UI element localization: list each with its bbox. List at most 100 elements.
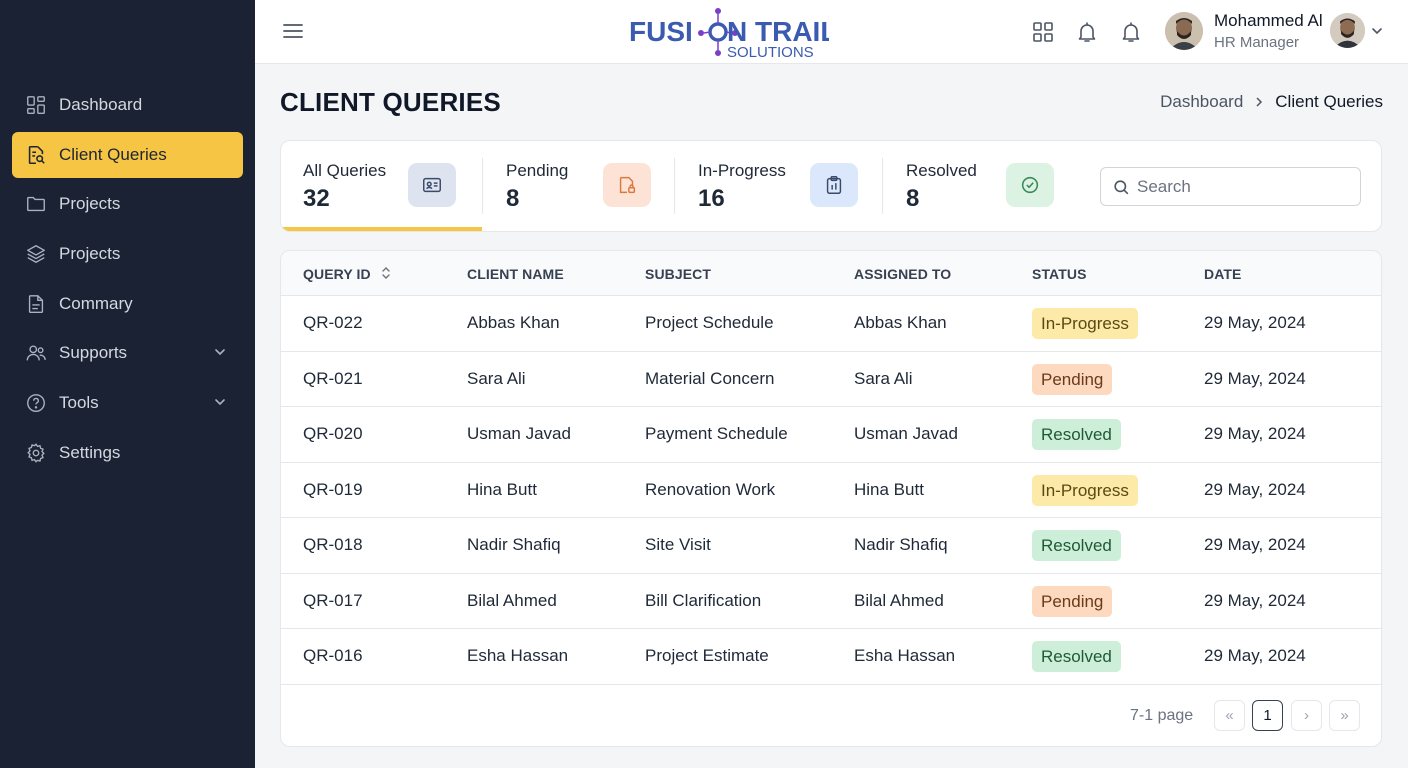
stat-all-queries[interactable]: All Queries 32 (281, 141, 482, 231)
stat-value: 16 (698, 185, 725, 212)
cell-subject: Site Visit (645, 535, 711, 554)
breadcrumb: Dashboard Client Queries (1160, 92, 1383, 112)
cell-query-id: QR-017 (303, 590, 363, 610)
apps-grid-icon[interactable] (1031, 20, 1055, 44)
cell-assigned-to: Usman Javad (854, 424, 958, 443)
sidebar-item-client-queries[interactable]: Client Queries (12, 131, 243, 178)
chevron-down-icon[interactable] (1370, 24, 1384, 38)
sidebar-item-dashboard[interactable]: Dashboard (12, 82, 243, 128)
search-icon (1114, 180, 1129, 195)
cell-subject: Project Schedule (645, 313, 774, 332)
table-header: QUERY ID CLIENT NAME SUBJECT ASSIGNED TO… (281, 251, 1381, 296)
stat-label: All Queries (303, 161, 387, 180)
cell-date: 29 May, 2024 (1204, 424, 1306, 443)
column-header-client-name: CLIENT NAME (467, 266, 564, 282)
page-number-button[interactable]: 1 (1252, 700, 1283, 731)
sidebar-item-label: Projects (59, 194, 121, 214)
cell-assigned-to: Abbas Khan (854, 313, 947, 332)
first-page-button[interactable]: « (1214, 700, 1245, 731)
cell-client-name: Usman Javad (467, 424, 571, 443)
cell-subject: Material Concern (645, 368, 775, 388)
cell-query-id: QR-021 (303, 368, 363, 388)
search-input[interactable] (1137, 168, 1355, 205)
logo-text-part2: N TRAIL (727, 16, 829, 47)
table-row[interactable]: QR-019 Hina Butt Renovation Work Hina Butt 2… (281, 463, 1381, 518)
last-page-button[interactable]: » (1329, 700, 1360, 731)
cell-date: 29 May, 2024 (1204, 590, 1306, 610)
bell-icon[interactable] (1075, 20, 1099, 44)
cell-query-id: QR-022 (303, 313, 363, 332)
stat-resolved[interactable]: Resolved 8 (884, 141, 1074, 231)
brand-logo: FUSI N TRAIL SOLUTIONS (629, 8, 829, 61)
cell-subject: Renovation Work (645, 479, 776, 499)
user-avatar-secondary[interactable] (1330, 13, 1365, 48)
cell-client-name: Sara Ali (467, 368, 526, 388)
column-header-status: STATUS (1032, 266, 1087, 282)
sidebar-item-label: Commary (59, 293, 133, 313)
cell-query-id: QR-019 (303, 479, 363, 499)
cell-query-id: QR-016 (303, 646, 363, 665)
sidebar-item-settings[interactable]: Settings (12, 430, 243, 476)
top-header: FUSI N TRAIL SOLUTIONS Moham (255, 0, 1408, 64)
user-role: HR Manager (1214, 34, 1300, 51)
cell-subject: Bill Clarification (645, 590, 762, 610)
logo-text-part1: FUSI (629, 16, 693, 47)
cell-query-id: QR-020 (303, 424, 363, 443)
table-row[interactable]: QR-022 Abbas Khan Project Schedule Abbas Kh… (281, 296, 1381, 352)
cell-assigned-to: Esha Hassan (854, 646, 956, 665)
hamburger-icon[interactable] (281, 19, 305, 43)
cell-assigned-to: Sara Ali (854, 368, 913, 388)
sidebar-item-label: Client Queries (59, 144, 167, 164)
cell-client-name: Hina Butt (467, 479, 537, 499)
document-lock-icon (603, 163, 651, 207)
column-header-query-id[interactable]: QUERY ID (303, 266, 371, 282)
sidebar-item-projects[interactable]: Projects (12, 181, 243, 227)
cell-date: 29 May, 2024 (1204, 535, 1306, 554)
clipboard-icon (810, 163, 858, 207)
cell-assigned-to: Hina Butt (854, 479, 924, 499)
users-icon (24, 341, 48, 365)
sidebar-item-projects[interactable]: Projects (12, 231, 243, 277)
sidebar-item-supports[interactable]: Supports (12, 330, 243, 376)
table-row[interactable]: QR-016 Esha Hassan Project Estimate Esha Ha… (281, 629, 1381, 685)
cell-date: 29 May, 2024 (1204, 313, 1306, 332)
column-header-assigned-to: ASSIGNED TO (854, 266, 952, 282)
cell-subject: Project Estimate (645, 646, 769, 665)
stat-in-progress[interactable]: In-Progress 16 (676, 141, 881, 231)
breadcrumb-dashboard-link[interactable]: Dashboard (1160, 92, 1244, 111)
column-header-subject: SUBJECT (645, 266, 712, 282)
stat-pending[interactable]: Pending 8 (484, 141, 674, 231)
cell-date: 29 May, 2024 (1204, 646, 1306, 665)
next-page-button[interactable]: › (1291, 700, 1322, 731)
stat-divider (674, 158, 675, 214)
sort-icon[interactable] (380, 265, 392, 281)
sidebar-item-tools[interactable]: Tools (12, 380, 243, 426)
document-search-icon (24, 143, 48, 167)
table-row[interactable]: QR-020 Usman Javad Payment Schedule Usman J… (281, 407, 1381, 463)
cell-date: 29 May, 2024 (1204, 479, 1306, 499)
cell-client-name: Esha Hassan (467, 646, 569, 665)
cell-query-id: QR-018 (303, 535, 363, 554)
status-badge: Resolved (1032, 419, 1121, 450)
sidebar-item-label: Projects (59, 244, 121, 264)
table-row[interactable]: QR-018 Nadir Shafiq Site Visit Nadir Shafiq… (281, 518, 1381, 574)
sidebar: Dashboard Client Queries Projects Projects C… (0, 0, 255, 768)
cell-client-name: Abbas Khan (467, 313, 560, 332)
sidebar-nav: Dashboard Client Queries Projects Projects C… (12, 82, 243, 480)
table-row[interactable]: QR-017 Bilal Ahmed Bill Clarification Bilal… (281, 574, 1381, 629)
file-text-icon (24, 292, 48, 316)
cell-date: 29 May, 2024 (1204, 368, 1306, 388)
user-avatar[interactable] (1165, 12, 1203, 50)
breadcrumb-current: Client Queries (1275, 92, 1383, 111)
page-title: CLIENT QUERIES (280, 87, 501, 117)
stat-label: Pending (506, 161, 569, 180)
stat-value: 8 (506, 185, 520, 212)
sidebar-item-commary[interactable]: Commary (12, 281, 243, 327)
cell-client-name: Bilal Ahmed (467, 590, 557, 610)
status-badge: Resolved (1032, 530, 1121, 561)
gear-icon (24, 441, 48, 465)
table-row[interactable]: QR-021 Sara Ali Material Concern Sara Ali 29… (281, 352, 1381, 407)
notification-bell-icon[interactable] (1119, 20, 1143, 44)
layers-icon (24, 242, 48, 266)
sidebar-item-label: Dashboard (59, 95, 143, 114)
